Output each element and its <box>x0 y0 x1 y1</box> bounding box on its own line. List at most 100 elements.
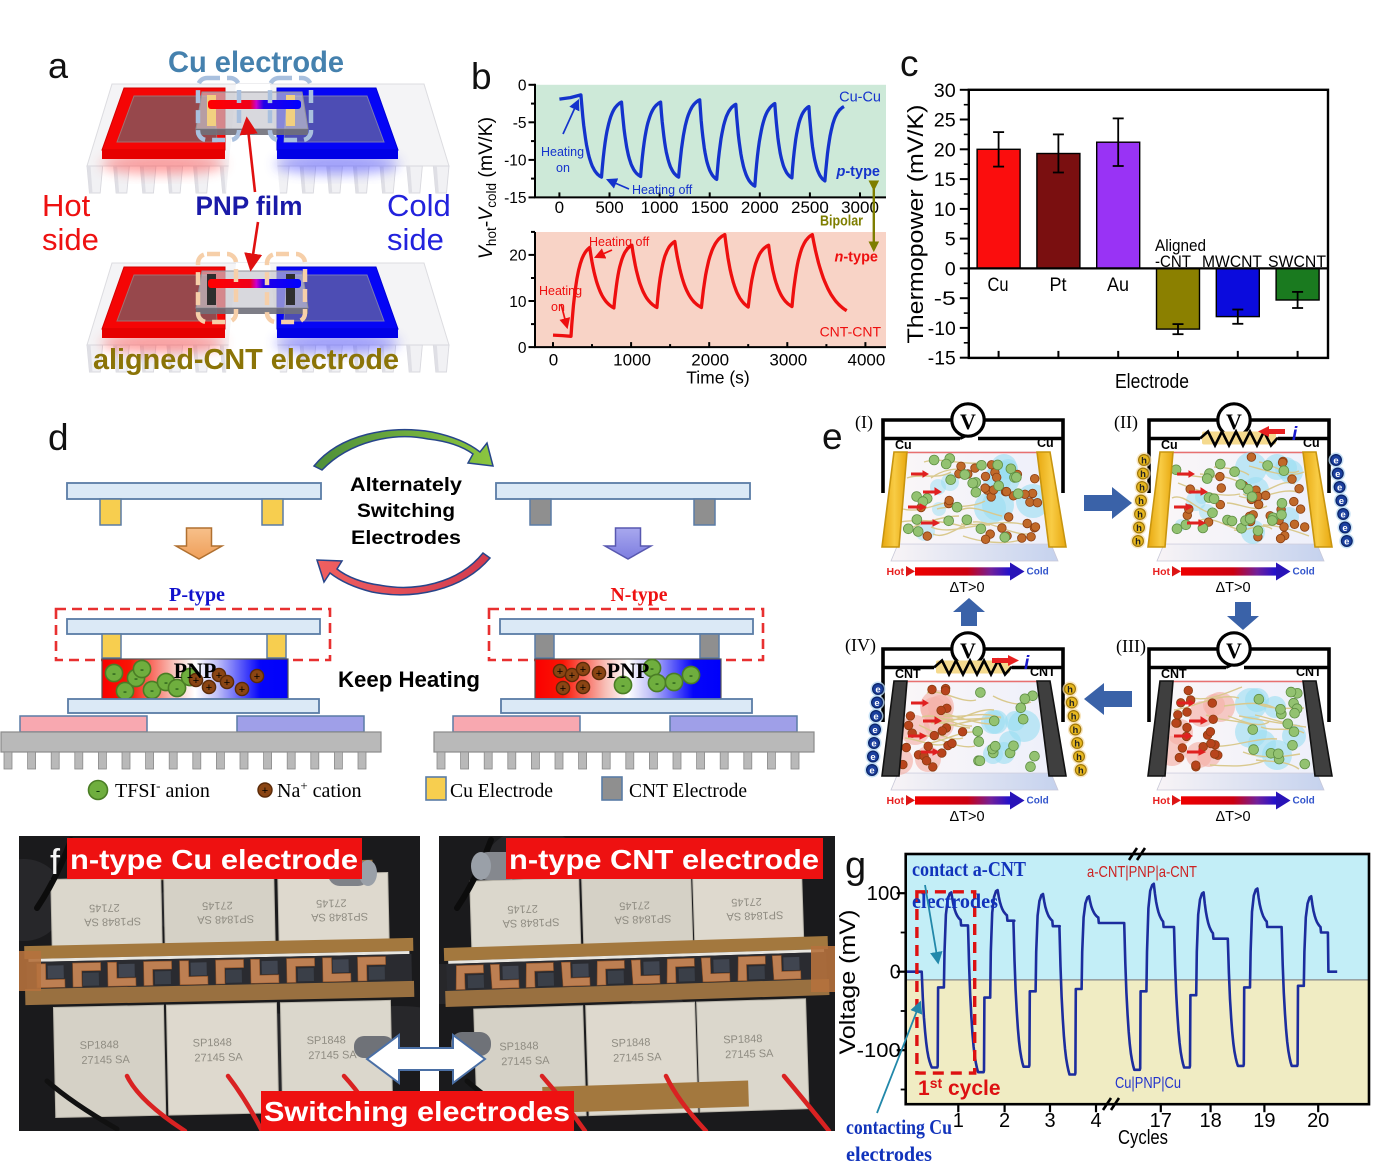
svg-text:contacting Cu: contacting Cu <box>846 1115 952 1139</box>
svg-text:h: h <box>1074 739 1080 750</box>
svg-text:CNT Electrode: CNT Electrode <box>629 780 747 802</box>
svg-text:P-type: P-type <box>169 584 225 606</box>
svg-text:2000: 2000 <box>691 351 729 370</box>
svg-text:Voltage (mV): Voltage (mV) <box>835 910 860 1055</box>
svg-text:e: e <box>1344 537 1349 548</box>
svg-text:Cu: Cu <box>988 275 1009 296</box>
svg-text:e: e <box>1342 523 1347 534</box>
svg-text:Aligned: Aligned <box>1155 237 1206 255</box>
svg-text:27145: 27145 <box>731 895 762 908</box>
svg-text:SWCNT: SWCNT <box>1268 253 1326 271</box>
svg-text:30: 30 <box>934 80 956 102</box>
svg-text:h: h <box>1072 725 1078 736</box>
svg-text:-: - <box>123 684 127 698</box>
svg-text:n-type Cu electrode: n-type Cu electrode <box>70 844 358 875</box>
svg-text:-: - <box>650 661 654 675</box>
svg-text:25: 25 <box>934 110 956 132</box>
svg-text:2500: 2500 <box>791 198 829 217</box>
svg-text:n-type CNT electrode: n-type CNT electrode <box>509 844 819 875</box>
svg-text:+: + <box>560 683 566 695</box>
svg-text:4000: 4000 <box>847 351 885 370</box>
svg-text:e: e <box>1335 469 1340 480</box>
svg-text:Hot: Hot <box>1153 795 1171 807</box>
svg-text:V: V <box>960 409 976 434</box>
svg-text:SP1848: SP1848 <box>193 1037 232 1050</box>
svg-text:e: e <box>869 766 874 777</box>
svg-text:SP1848: SP1848 <box>499 1040 539 1053</box>
svg-text:SP1848: SP1848 <box>307 1034 346 1047</box>
svg-text:-: - <box>96 783 100 798</box>
svg-text:PNP film: PNP film <box>196 191 303 221</box>
svg-text:e: e <box>822 416 843 457</box>
svg-text:Cold: Cold <box>1027 567 1049 578</box>
svg-text:SP1848: SP1848 <box>611 1037 651 1050</box>
svg-text:-: - <box>672 675 676 689</box>
svg-text:5: 5 <box>945 229 956 251</box>
svg-text:(I): (I) <box>855 412 873 433</box>
svg-text:h: h <box>1140 469 1146 480</box>
svg-text:27145: 27145 <box>507 902 538 915</box>
svg-text:side: side <box>42 222 99 257</box>
svg-text:Heating off: Heating off <box>589 235 650 249</box>
svg-text:10: 10 <box>509 294 527 311</box>
svg-text:p-type: p-type <box>835 164 880 180</box>
svg-text:Cu: Cu <box>895 438 912 452</box>
svg-text:Heating: Heating <box>539 284 582 298</box>
svg-text:ΔT>0: ΔT>0 <box>949 580 984 596</box>
svg-text:Hot: Hot <box>887 795 905 807</box>
svg-text:d: d <box>48 417 69 458</box>
svg-text:27145 SA: 27145 SA <box>613 1051 662 1065</box>
svg-text:b: b <box>471 56 492 97</box>
svg-text:Time (s): Time (s) <box>686 368 750 388</box>
svg-text:0: 0 <box>518 340 527 357</box>
svg-text:Cu electrode: Cu electrode <box>168 46 344 79</box>
svg-text:CNT-CNT: CNT-CNT <box>820 324 882 340</box>
svg-text:h: h <box>1137 510 1143 521</box>
svg-text:+: + <box>216 670 222 682</box>
svg-text:3: 3 <box>1044 1110 1055 1132</box>
svg-text:0: 0 <box>890 962 901 984</box>
svg-text:N-type: N-type <box>611 584 668 606</box>
svg-text:-: - <box>164 675 168 689</box>
svg-text:f: f <box>50 841 61 882</box>
svg-text:20: 20 <box>1307 1110 1329 1132</box>
svg-text:18: 18 <box>1199 1110 1221 1132</box>
svg-text:+: + <box>262 785 268 797</box>
svg-text:+: + <box>239 684 245 696</box>
svg-text:1: 1 <box>953 1110 964 1132</box>
svg-text:-: - <box>655 676 659 690</box>
svg-text:h: h <box>1135 537 1141 548</box>
svg-text:aligned-CNT electrode: aligned-CNT electrode <box>93 344 399 376</box>
svg-text:-: - <box>140 662 144 676</box>
svg-text:-CNT: -CNT <box>1155 253 1191 271</box>
svg-text:-: - <box>621 678 625 692</box>
svg-text:SP1848 SA: SP1848 SA <box>614 912 672 926</box>
svg-text:1000: 1000 <box>641 198 679 217</box>
svg-text:-15: -15 <box>504 190 526 207</box>
svg-text:a: a <box>48 45 69 86</box>
svg-text:-: - <box>134 671 138 685</box>
svg-text:0: 0 <box>945 258 956 280</box>
svg-text:e: e <box>873 712 878 723</box>
svg-text:Hot: Hot <box>42 188 91 223</box>
svg-text:CNT: CNT <box>1296 665 1322 679</box>
svg-text:27145 SA: 27145 SA <box>194 1052 243 1065</box>
svg-text:h: h <box>1139 483 1145 494</box>
svg-text:e: e <box>870 752 875 763</box>
svg-text:17: 17 <box>1150 1110 1172 1132</box>
svg-text:20: 20 <box>509 248 527 265</box>
svg-text:27145: 27145 <box>202 899 233 912</box>
svg-text:Switching: Switching <box>357 500 455 522</box>
svg-text:(IV): (IV) <box>845 635 876 656</box>
svg-text:27145 SA: 27145 SA <box>308 1049 357 1062</box>
svg-text:CNT: CNT <box>895 667 921 681</box>
svg-text:Cold: Cold <box>387 188 451 223</box>
svg-text:Heating: Heating <box>541 145 584 159</box>
svg-text:Cu-Cu: Cu-Cu <box>839 90 881 106</box>
svg-text:SP1848 SA: SP1848 SA <box>196 912 254 925</box>
svg-text:electrodes: electrodes <box>912 889 998 913</box>
svg-text:Heating off: Heating off <box>632 183 693 197</box>
svg-text:100: 100 <box>867 883 901 905</box>
svg-text:e: e <box>1341 510 1346 521</box>
svg-text:i: i <box>1292 424 1298 445</box>
